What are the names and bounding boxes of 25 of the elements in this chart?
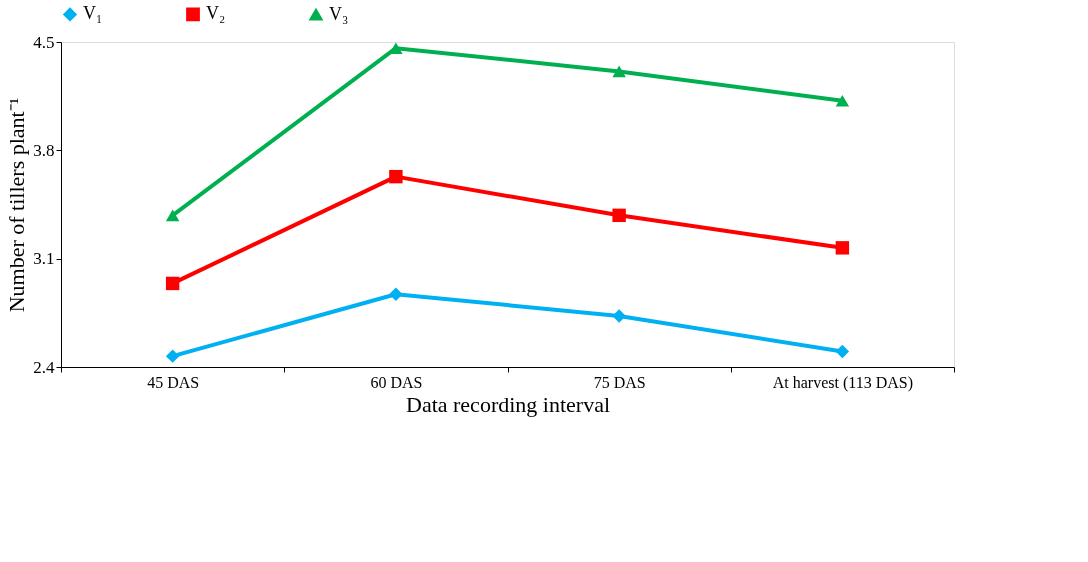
y-tick-label: 4.5 <box>33 32 55 52</box>
point <box>165 349 180 363</box>
x-tick-label: 75 DAS <box>593 373 646 391</box>
point <box>835 344 850 359</box>
point <box>612 65 626 78</box>
legend-label: V₁ <box>83 3 103 24</box>
x-tick-label: 45 DAS <box>147 373 200 391</box>
point <box>165 276 180 291</box>
point <box>389 169 403 184</box>
y-axis-title: Number of tillers plant⁻¹ <box>4 97 30 313</box>
point <box>165 209 180 222</box>
x-tick-label: 60 DAS <box>370 373 423 391</box>
y-tick-label: 3.8 <box>33 140 55 160</box>
legend-label: V₂ <box>206 3 226 24</box>
point <box>612 208 626 223</box>
legend-label: V₃ <box>329 3 349 24</box>
point <box>389 42 403 54</box>
y-tick-label: 3.1 <box>33 249 55 269</box>
point <box>835 241 850 255</box>
x-axis-title: Data recording interval <box>405 391 611 417</box>
x-tick-label: At harvest (113 DAS) <box>772 373 914 392</box>
point <box>389 287 403 301</box>
y-tick-label: 2.4 <box>33 357 55 377</box>
point <box>612 309 626 323</box>
point <box>835 95 850 107</box>
